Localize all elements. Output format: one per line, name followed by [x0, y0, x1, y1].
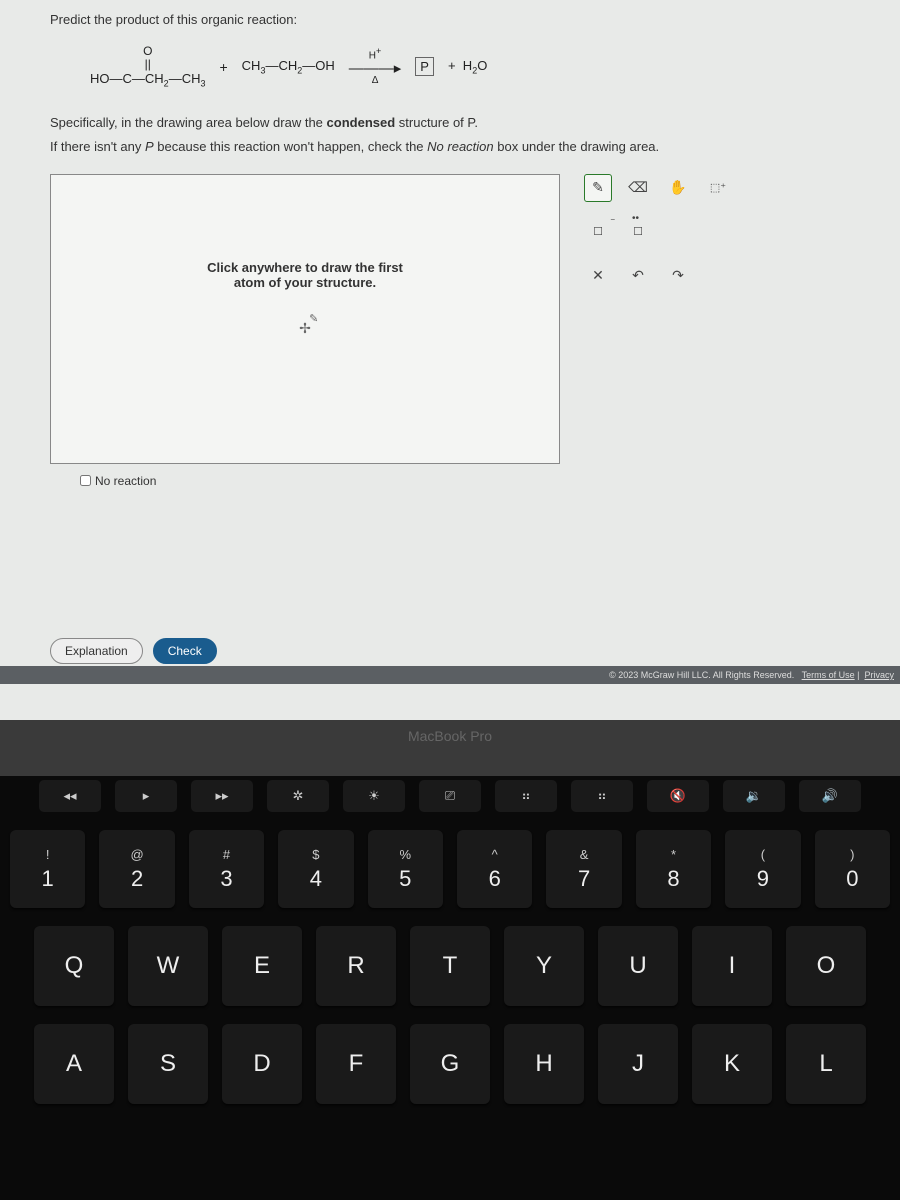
fn-key: 🔊 — [799, 780, 861, 812]
reactant-1: O || HO—C—CH2—CH3 — [90, 45, 205, 89]
product-p-box: P — [415, 57, 434, 76]
fn-key: ◂◂ — [39, 780, 101, 812]
letter-key: L — [786, 1024, 866, 1104]
fn-key: ▸▸ — [191, 780, 253, 812]
toolbox: ✎ ⌫ ✋ ⬚⁺ ☐− ☐•• ✕ ↶ ↷ — [584, 174, 732, 488]
fn-key: ✲ — [267, 780, 329, 812]
letter-key: K — [692, 1024, 772, 1104]
reaction-equation: O || HO—C—CH2—CH3 + CH3—CH2—OH H+ ———▸ Δ… — [90, 45, 850, 89]
number-key: %5 — [368, 830, 443, 908]
number-key: #3 — [189, 830, 264, 908]
letter-key: T — [410, 926, 490, 1006]
terms-link[interactable]: Terms of Use — [802, 670, 855, 680]
number-key: ^6 — [457, 830, 532, 908]
letter-key: I — [692, 926, 772, 1006]
hand-tool-icon[interactable]: ✋ — [664, 174, 692, 202]
canvas-column: Click anywhere to draw the first atom of… — [50, 174, 560, 488]
instruction-line-2: If there isn't any P because this reacti… — [50, 135, 850, 160]
privacy-link[interactable]: Privacy — [864, 670, 894, 680]
function-key-row: ◂◂▸▸▸✲☀⎚⠶⠶🔇🔉🔊 — [10, 780, 890, 812]
number-key: )0 — [815, 830, 890, 908]
letter-key: W — [128, 926, 208, 1006]
action-bar: Explanation Check — [50, 638, 217, 664]
letter-key: Y — [504, 926, 584, 1006]
plus-sign-2: + H2O — [448, 58, 487, 76]
number-key: @2 — [99, 830, 174, 908]
laptop-hinge-label: MacBook Pro — [0, 720, 900, 776]
qwerty-row: QWERTYUIO — [10, 926, 890, 1006]
letter-key: H — [504, 1024, 584, 1104]
drawing-panel: Click anywhere to draw the first atom of… — [50, 174, 850, 488]
letter-key: E — [222, 926, 302, 1006]
pencil-tool-icon[interactable]: ✎ — [584, 174, 612, 202]
number-key: &7 — [546, 830, 621, 908]
number-key: !1 — [10, 830, 85, 908]
redo-tool-icon[interactable]: ↷ — [664, 262, 692, 290]
number-key: $4 — [278, 830, 353, 908]
explanation-button[interactable]: Explanation — [50, 638, 143, 664]
letter-key: D — [222, 1024, 302, 1104]
eraser-tool-icon[interactable]: ⌫ — [624, 174, 652, 202]
no-reaction-input[interactable] — [80, 475, 91, 486]
dotbox-tool-icon[interactable]: ☐•• — [624, 218, 652, 246]
reactant-2: CH3—CH2—OH — [242, 58, 335, 76]
letter-key: S — [128, 1024, 208, 1104]
fn-key: ▸ — [115, 780, 177, 812]
letter-key: R — [316, 926, 396, 1006]
canvas-hint: Click anywhere to draw the first atom of… — [207, 260, 403, 290]
cursor-crosshair-icon: ✢✎ — [299, 320, 311, 337]
instruction-line-1: Specifically, in the drawing area below … — [50, 111, 850, 136]
letter-key: F — [316, 1024, 396, 1104]
letter-key: G — [410, 1024, 490, 1104]
exercise-panel: Predict the product of this organic reac… — [0, 0, 900, 720]
letter-key: J — [598, 1024, 678, 1104]
reaction-arrow: H+ ———▸ Δ — [349, 47, 402, 86]
laptop-screen: Predict the product of this organic reac… — [0, 0, 900, 760]
drawing-canvas[interactable]: Click anywhere to draw the first atom of… — [50, 174, 560, 464]
box-tool-icon[interactable]: ☐− — [584, 218, 612, 246]
letter-key: U — [598, 926, 678, 1006]
fn-key: 🔇 — [647, 780, 709, 812]
undo-tool-icon[interactable]: ↶ — [624, 262, 652, 290]
close-tool-icon[interactable]: ✕ — [584, 262, 612, 290]
fn-key: ☀ — [343, 780, 405, 812]
number-key: *8 — [636, 830, 711, 908]
new-box-tool-icon[interactable]: ⬚⁺ — [704, 174, 732, 202]
fn-key: ⠶ — [495, 780, 557, 812]
check-button[interactable]: Check — [153, 638, 217, 664]
number-key: (9 — [725, 830, 800, 908]
number-key-row: !1@2#3$4%5^6&7*8(9)0 — [10, 830, 890, 908]
fn-key: ⎚ — [419, 780, 481, 812]
question-title: Predict the product of this organic reac… — [50, 12, 850, 27]
fn-key: ⠶ — [571, 780, 633, 812]
asdf-row: ASDFGHJKL — [10, 1024, 890, 1104]
plus-sign: + — [219, 59, 227, 75]
fn-key: 🔉 — [723, 780, 785, 812]
letter-key: A — [34, 1024, 114, 1104]
keyboard: ◂◂▸▸▸✲☀⎚⠶⠶🔇🔉🔊 !1@2#3$4%5^6&7*8(9)0 QWERT… — [0, 760, 900, 1200]
letter-key: Q — [34, 926, 114, 1006]
letter-key: O — [786, 926, 866, 1006]
no-reaction-checkbox[interactable]: No reaction — [80, 474, 560, 488]
footer: © 2023 McGraw Hill LLC. All Rights Reser… — [0, 666, 900, 684]
